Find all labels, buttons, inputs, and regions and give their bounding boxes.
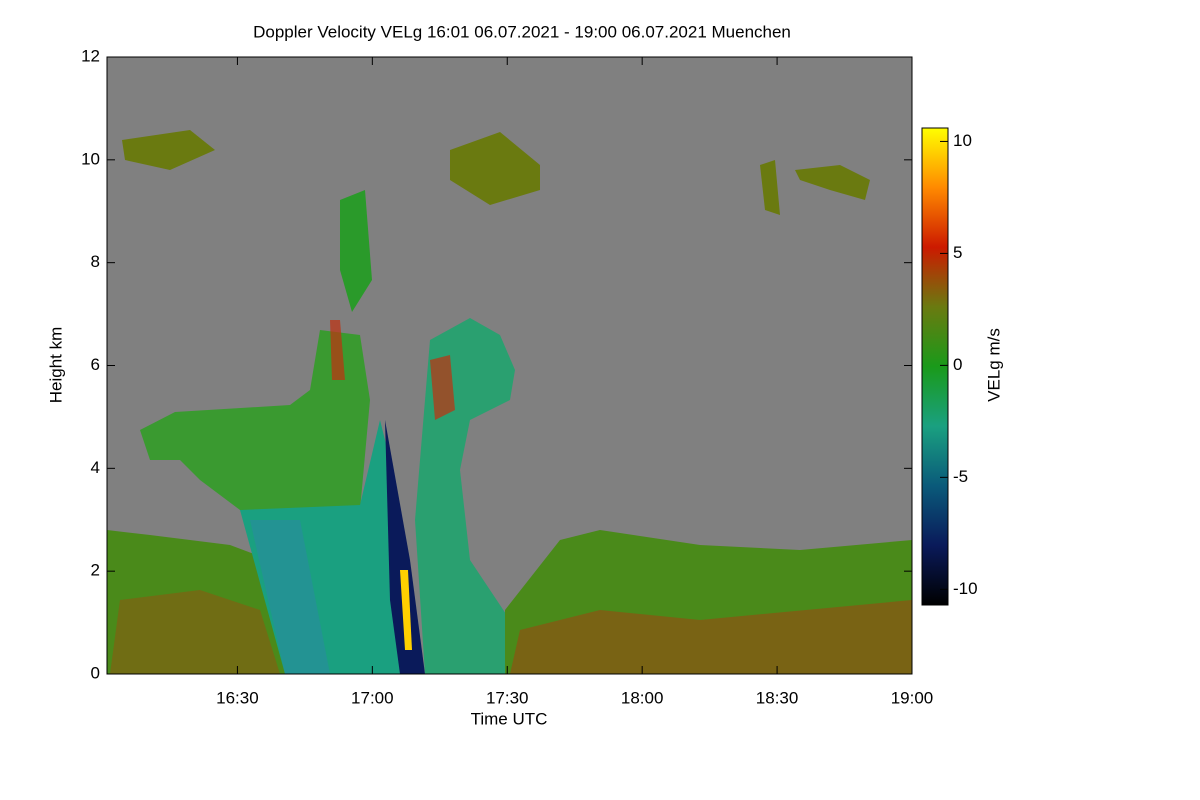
y-axis-label: Height km xyxy=(46,327,65,404)
colorbar-tick-label: 0 xyxy=(953,355,962,374)
colorbar-tick-label: -10 xyxy=(953,579,978,598)
y-tick-label: 10 xyxy=(81,149,100,168)
y-tick-label: 8 xyxy=(91,252,100,271)
y-tick-label: 0 xyxy=(91,663,100,682)
y-tick-label: 6 xyxy=(91,355,100,374)
x-tick-label: 16:30 xyxy=(216,688,259,707)
x-tick-label: 17:00 xyxy=(351,688,394,707)
chart-title: Doppler Velocity VELg 16:01 06.07.2021 -… xyxy=(253,22,791,41)
colorbar-tick-label: -5 xyxy=(953,467,968,486)
x-tick-label: 18:30 xyxy=(756,688,799,707)
x-axis-label: Time UTC xyxy=(471,709,548,728)
x-tick-label: 17:30 xyxy=(486,688,529,707)
x-tick-label: 18:00 xyxy=(621,688,664,707)
x-tick-label: 19:00 xyxy=(891,688,934,707)
colorbar-label: VELg m/s xyxy=(984,328,1003,402)
y-tick-label: 2 xyxy=(91,561,100,580)
colorbar-tick-label: 5 xyxy=(953,243,962,262)
radar-echoes xyxy=(107,130,912,674)
y-tick-label: 4 xyxy=(91,458,100,477)
colorbar xyxy=(921,127,949,606)
colorbar-tick-label: 10 xyxy=(953,131,972,150)
y-tick-label: 12 xyxy=(81,46,100,65)
